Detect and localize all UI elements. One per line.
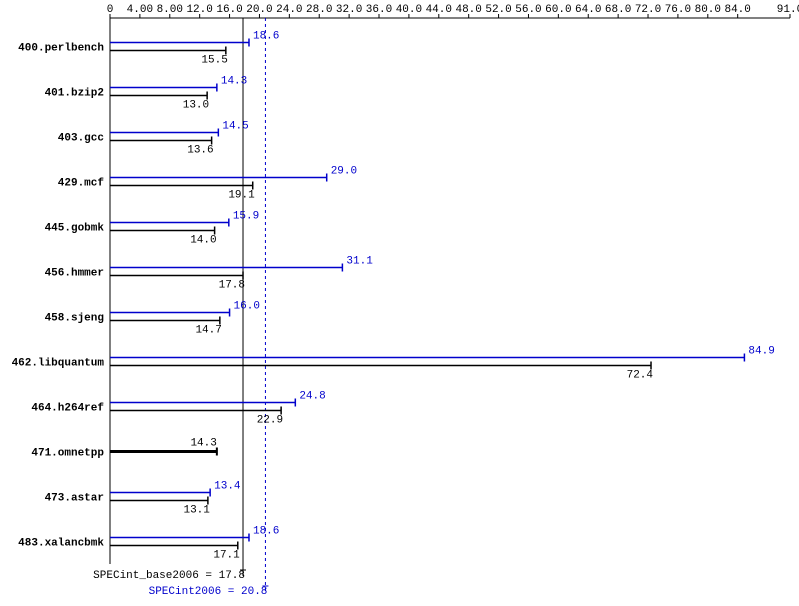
x-tick-label: 28.0 — [306, 4, 332, 16]
black-value: 17.1 — [213, 550, 240, 562]
blue-value: 16.0 — [234, 301, 260, 313]
benchmark-label: 445.gobmk — [45, 223, 105, 235]
blue-value: 24.8 — [299, 391, 325, 403]
blue-value: 18.6 — [253, 31, 279, 43]
benchmark-label: 462.libquantum — [12, 358, 105, 370]
spec-benchmark-chart: 0 4.00 8.0012.0 16.0 20.0 24.0 28.0 32.0 36.0 40.… — [0, 0, 799, 606]
x-tick-label: 16.0 — [216, 4, 242, 16]
benchmark-label: 456.hmmer — [45, 268, 104, 280]
benchmark-label: 483.xalancbmk — [18, 538, 104, 550]
black-value: 22.9 — [257, 415, 283, 427]
base-summary-label: SPECint_base2006 = 17.8 — [93, 570, 245, 582]
benchmark-label: 471.omnetpp — [31, 448, 104, 460]
benchmark-label: 429.mcf — [58, 178, 105, 190]
x-tick-label: 72.0 — [635, 4, 661, 16]
x-tick-label: 91.0 — [777, 4, 799, 16]
benchmark-label: 400.perlbench — [18, 43, 104, 55]
benchmark-label: 458.sjeng — [45, 313, 104, 325]
x-tick-label: 20.0 — [246, 4, 272, 16]
blue-value: 15.9 — [233, 211, 259, 223]
x-tick-label: 36.0 — [366, 4, 392, 16]
x-tick-label: 52.0 — [485, 4, 511, 16]
benchmark-label: 401.bzip2 — [45, 88, 104, 100]
black-value: 72.4 — [627, 370, 654, 382]
black-value: 13.0 — [183, 100, 209, 112]
black-value: 14.0 — [190, 235, 216, 247]
chart-svg: 0 4.00 8.0012.0 16.0 20.0 24.0 28.0 32.0 36.0 40.… — [0, 0, 799, 606]
x-tick-label: 44.0 — [426, 4, 452, 16]
x-tick-label: 68.0 — [605, 4, 631, 16]
blue-value: 18.6 — [253, 526, 279, 538]
x-tick-label: 56.0 — [515, 4, 541, 16]
single-value: 14.3 — [190, 438, 216, 450]
benchmark-label: 403.gcc — [58, 133, 104, 145]
black-value: 17.8 — [219, 280, 245, 292]
black-value: 13.1 — [183, 505, 210, 517]
blue-value: 14.3 — [221, 76, 247, 88]
x-tick-label: 32.0 — [336, 4, 362, 16]
x-tick-label: 8.00 — [157, 4, 183, 16]
blue-value: 14.5 — [222, 121, 248, 133]
benchmark-label: 473.astar — [45, 493, 104, 505]
blue-value: 29.0 — [331, 166, 357, 178]
x-tick-label: 80.0 — [695, 4, 721, 16]
black-value: 14.7 — [195, 325, 221, 337]
x-tick-label: 40.0 — [396, 4, 422, 16]
x-tick-label: 24.0 — [276, 4, 302, 16]
black-value: 19.1 — [228, 190, 255, 202]
x-tick-label: 48.0 — [455, 4, 481, 16]
x-tick-label: 76.0 — [665, 4, 691, 16]
x-tick-label: 60.0 — [545, 4, 571, 16]
x-tick-label: 0 — [107, 4, 114, 16]
specint-summary-label: SPECint2006 = 20.8 — [149, 586, 268, 598]
blue-value: 13.4 — [214, 481, 241, 493]
x-tick-label: 4.00 — [127, 4, 153, 16]
blue-value: 31.1 — [346, 256, 373, 268]
black-value: 15.5 — [201, 55, 227, 67]
benchmark-label: 464.h264ref — [31, 403, 104, 415]
x-tick-label: 84.0 — [724, 4, 750, 16]
x-tick-label: 12.0 — [186, 4, 212, 16]
blue-value: 84.9 — [748, 346, 774, 358]
black-value: 13.6 — [187, 145, 213, 157]
x-tick-label: 64.0 — [575, 4, 601, 16]
